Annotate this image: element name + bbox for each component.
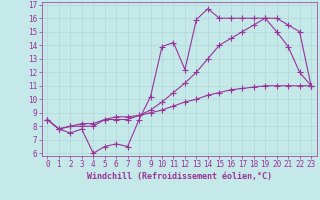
X-axis label: Windchill (Refroidissement éolien,°C): Windchill (Refroidissement éolien,°C) xyxy=(87,172,272,181)
